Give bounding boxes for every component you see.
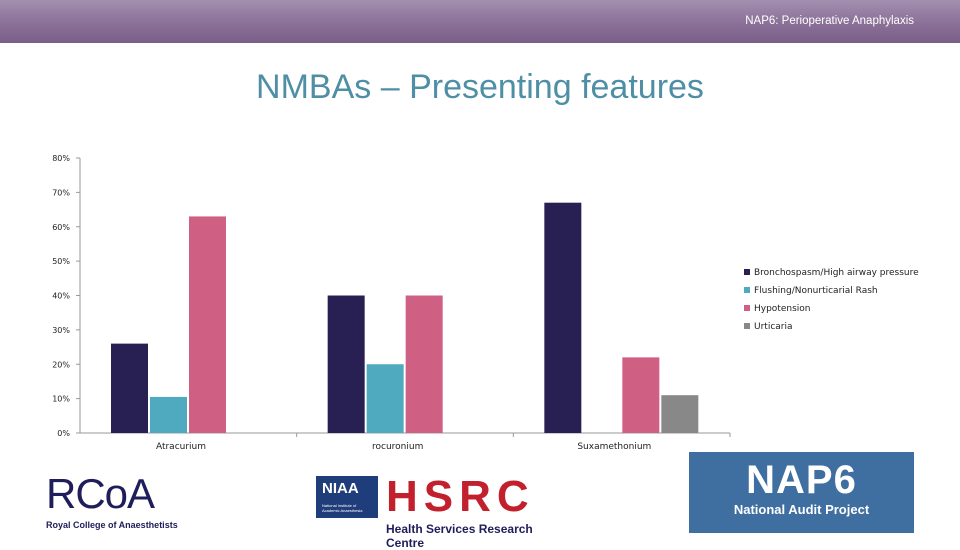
nap6-logo-text: National Audit Project: [733, 502, 870, 517]
y-tick-label: 10%: [52, 395, 70, 404]
bar: [622, 357, 660, 433]
bar: [405, 295, 443, 433]
rcoa-logo: RCoA Royal College of Anaesthetists: [46, 472, 196, 540]
x-category-label: Suxamethonium: [577, 442, 651, 452]
y-tick-label: 0%: [57, 429, 70, 438]
y-tick-label: 20%: [52, 360, 70, 369]
legend-label: Hypotension: [754, 304, 811, 314]
hsrc-logo-fullname: Health Services Research Centre: [386, 522, 533, 550]
legend-swatch: [744, 323, 750, 329]
y-tick-label: 80%: [52, 154, 70, 163]
rcoa-logo-mark: RCoA: [46, 470, 155, 517]
legend-entry: Bronchospasm/High airway pressure: [744, 268, 919, 286]
legend-swatch: [744, 269, 750, 275]
bar: [189, 216, 226, 433]
bar: [661, 395, 699, 433]
legend-entry: Flushing/Nonurticarial Rash: [744, 286, 919, 304]
x-category-label: Atracurium: [156, 442, 206, 452]
slide-title: NMBAs – Presenting features: [256, 68, 704, 106]
bar: [150, 396, 187, 433]
niaa-logo: NIAA National Institute of Academic Anae…: [316, 476, 378, 518]
nap6-logo: NAP6 National Audit Project: [689, 452, 914, 533]
bar-chart: 0% 10% 20% 30% 40% 50% 60% 70% 80% Atracurium rocu…: [52, 154, 731, 452]
niaa-logo-subtitle: National Institute of Academic Anaesthes…: [322, 503, 363, 513]
niaa-hsrc-logo: NIAA National Institute of Academic Anae…: [314, 472, 570, 550]
y-tick-label: 40%: [52, 292, 70, 301]
legend-entry: Hypotension: [744, 304, 919, 322]
y-tick-label: 60%: [52, 223, 70, 232]
nap6-logo-mark: NAP6: [746, 458, 857, 502]
niaa-logo-word: NIAA: [322, 480, 359, 497]
legend-label: Urticaria: [754, 322, 793, 332]
header-bar: NAP6: Perioperative Anaphylaxis: [0, 0, 960, 43]
y-tick-label: 70%: [52, 188, 70, 197]
chart-legend: Bronchospasm/High airway pressure Flushin…: [744, 268, 919, 340]
legend-entry: Urticaria: [744, 322, 919, 340]
bar: [111, 343, 148, 433]
legend-swatch: [744, 287, 750, 293]
header-title: NAP6: Perioperative Anaphylaxis: [745, 15, 914, 27]
legend-label: Flushing/Nonurticarial Rash: [754, 286, 878, 296]
hsrc-logo-letters: HSRC: [386, 472, 535, 521]
x-category-label: rocuronium: [372, 442, 423, 452]
rcoa-logo-text: Royal College of Anaesthetists: [46, 520, 178, 530]
bar: [544, 202, 582, 433]
bar: [366, 364, 404, 433]
legend-label: Bronchospasm/High airway pressure: [754, 268, 919, 278]
legend-swatch: [744, 305, 750, 311]
bar: [327, 295, 365, 433]
y-tick-label: 30%: [52, 326, 70, 335]
y-tick-label: 50%: [52, 257, 70, 266]
